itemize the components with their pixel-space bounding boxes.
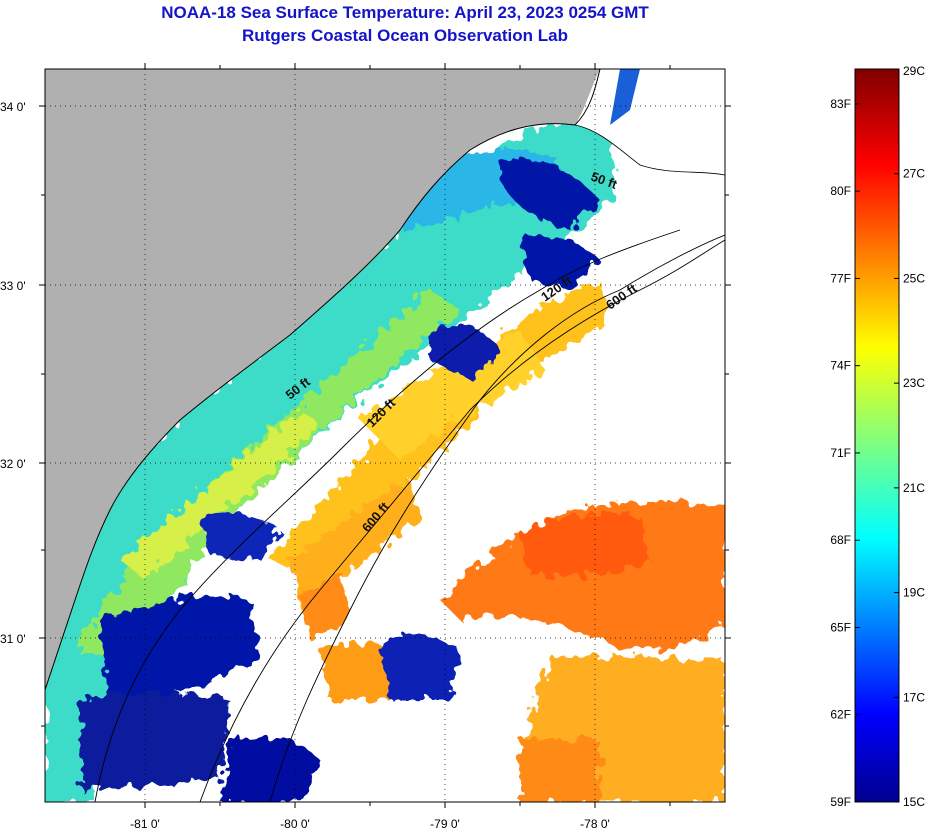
axis-ticks <box>39 63 731 808</box>
lat-label-34: 34 0' <box>0 100 26 114</box>
colorbar-fahrenheit-label: 59F <box>830 795 851 809</box>
colorbar-celsius-label: 19C <box>903 586 925 600</box>
lon-label-78: -78 0' <box>580 817 610 831</box>
colorbar-fahrenheit-label: 74F <box>830 359 851 373</box>
lat-label-31: 31 0' <box>0 632 26 646</box>
colorbar-celsius-label: 21C <box>903 481 925 495</box>
lon-label-80: -80 0' <box>280 817 310 831</box>
colorbar-fahrenheit-label: 77F <box>830 271 851 285</box>
lon-label-79: -79 0' <box>430 817 460 831</box>
colorbar-fahrenheit-label: 68F <box>830 533 851 547</box>
contour-120ft <box>199 239 725 802</box>
contour-600ft <box>269 234 725 802</box>
contour-50ft <box>94 229 681 802</box>
colorbar-celsius-label: 27C <box>903 167 925 181</box>
colorbar-fahrenheit-label: 65F <box>830 620 851 634</box>
lat-label-33: 33 0' <box>0 279 26 293</box>
colorbar <box>854 68 900 803</box>
lon-label-81: -81 0' <box>130 817 160 831</box>
map-subtitle: Rutgers Coastal Ocean Observation Lab <box>242 26 568 45</box>
colorbar-ticks <box>855 68 899 803</box>
colorbar-celsius-label: 23C <box>903 376 925 390</box>
colorbar-celsius-label: 25C <box>903 271 925 285</box>
colorbar-fahrenheit-label: 80F <box>830 184 851 198</box>
colorbar-fahrenheit-label: 62F <box>830 708 851 722</box>
land <box>45 69 600 690</box>
graticule <box>45 69 725 802</box>
colorbar-fahrenheit-label: 83F <box>830 97 851 111</box>
sst-field <box>45 90 725 802</box>
colorbar-celsius-label: 15C <box>903 795 925 809</box>
colorbar-celsius-label: 29C <box>903 64 925 78</box>
colorbar-celsius-label: 17C <box>903 690 925 704</box>
lat-label-32: 32 0' <box>0 457 26 471</box>
colorbar-fahrenheit-label: 71F <box>830 446 851 460</box>
colorbar-fahrenheit-labels: 83F 80F 77F 74F 71F 68F 65F 62F 59F <box>830 97 851 809</box>
map-title: NOAA-18 Sea Surface Temperature: April 2… <box>161 3 649 22</box>
map-frame <box>44 68 726 803</box>
coastline <box>45 69 601 691</box>
colorbar-celsius-labels: 29C 27C 25C 23C 21C 19C 17C 15C <box>903 64 925 809</box>
land-nc <box>575 69 725 175</box>
